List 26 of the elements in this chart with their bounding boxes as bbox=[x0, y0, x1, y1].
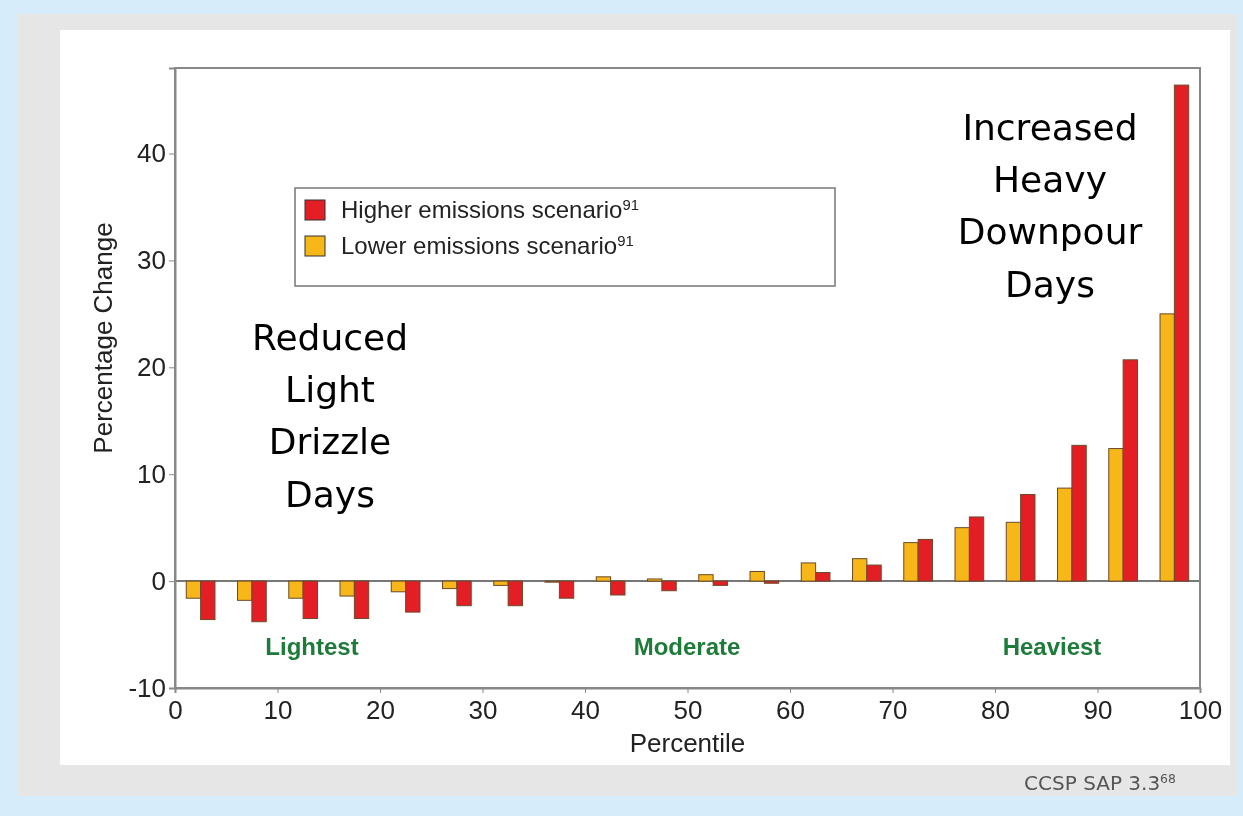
x-tick-label: 40 bbox=[571, 695, 600, 726]
annotation: Increased Heavy Downpour Days bbox=[957, 107, 1143, 305]
x-tick-label: 80 bbox=[981, 695, 1010, 726]
x-tick-label: 70 bbox=[878, 695, 908, 726]
y-tick-label: -10 bbox=[128, 672, 166, 703]
x-tick-label: 50 bbox=[673, 695, 703, 726]
x-tick-label: 100 bbox=[1178, 695, 1223, 726]
y-tick-label: 0 bbox=[151, 565, 166, 596]
x-tick-label: 20 bbox=[366, 695, 395, 726]
y-tick-label: 40 bbox=[137, 138, 166, 169]
x-tick-label: 60 bbox=[776, 695, 805, 726]
annotation: Moderate bbox=[633, 633, 741, 660]
y-tick-label: 20 bbox=[137, 352, 166, 383]
y-axis-title: Percentage Change bbox=[88, 222, 118, 454]
x-tick-label: 30 bbox=[468, 695, 498, 726]
legend-label: Higher emissions scenario$^{91}$ bbox=[341, 196, 639, 223]
annotation: Heaviest bbox=[1002, 633, 1102, 660]
annotation: Reduced Light Drizzle Days bbox=[251, 317, 409, 515]
y-tick-label: 10 bbox=[137, 459, 166, 490]
y-tick-label: 30 bbox=[137, 245, 166, 276]
x-axis-title: Percentile bbox=[629, 728, 746, 758]
legend-label: Lower emissions scenario$^{91}$ bbox=[341, 232, 634, 259]
annotation: Lightest bbox=[265, 633, 359, 660]
x-tick-label: 90 bbox=[1083, 695, 1113, 726]
x-tick-label: 10 bbox=[263, 695, 293, 726]
text: CCSP SAP 3.3$^{68}$ bbox=[1024, 770, 1176, 795]
